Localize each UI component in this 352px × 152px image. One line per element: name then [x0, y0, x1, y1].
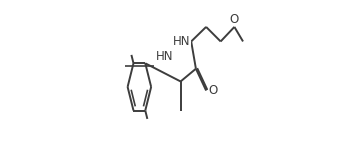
Text: HN: HN: [173, 35, 190, 48]
Text: O: O: [230, 12, 239, 26]
Text: O: O: [208, 84, 218, 97]
Text: HN: HN: [156, 50, 174, 63]
